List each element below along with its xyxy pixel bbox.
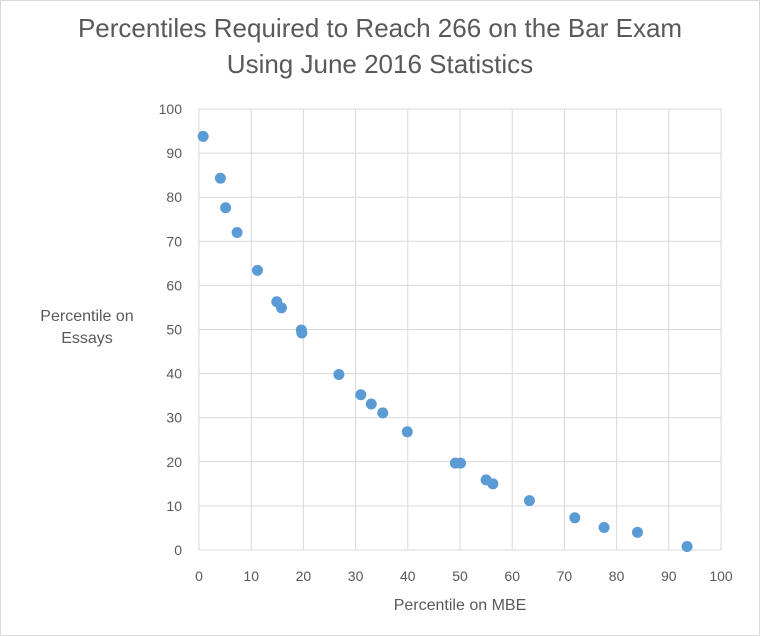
y-tick-label: 30	[166, 410, 182, 426]
y-tick-label: 70	[166, 233, 182, 249]
data-point	[681, 540, 693, 552]
x-tick-label: 70	[557, 568, 573, 584]
data-point	[231, 226, 243, 238]
y-tick-label: 100	[159, 101, 183, 117]
data-point	[214, 172, 226, 184]
x-tick-label: 10	[243, 568, 259, 584]
x-tick-label: 60	[504, 568, 520, 584]
data-point	[251, 264, 263, 276]
x-axis-label: Percentile on MBE	[393, 597, 527, 614]
data-point	[523, 495, 535, 507]
x-tick-label: 90	[661, 568, 677, 584]
y-tick-label: 90	[166, 145, 182, 161]
chart-title: Percentiles Required to Reach 266 on the…	[77, 13, 683, 79]
data-point	[220, 202, 232, 214]
y-tick-label: 80	[166, 189, 182, 205]
data-point	[631, 526, 643, 538]
x-tick-label: 40	[400, 568, 416, 584]
x-tick-label: 50	[452, 568, 468, 584]
x-tick-label: 0	[195, 568, 203, 584]
y-tick-label: 10	[166, 498, 182, 514]
data-point	[333, 368, 345, 380]
data-point	[377, 407, 389, 419]
x-tick-label: 30	[348, 568, 364, 584]
data-point	[275, 302, 287, 314]
y-tick-label: 0	[174, 542, 182, 558]
x-tick-label: 80	[609, 568, 625, 584]
data-point	[569, 512, 581, 524]
data-point	[197, 130, 209, 142]
y-tick-label: 20	[166, 454, 182, 470]
y-tick-label: 60	[166, 277, 182, 293]
data-point	[296, 327, 308, 339]
data-point	[455, 457, 467, 469]
y-tick-label: 40	[166, 366, 182, 382]
y-axis-label: Percentile on Essays	[40, 308, 134, 347]
x-tick-label: 100	[709, 568, 733, 584]
data-point	[355, 389, 367, 401]
y-tick-label: 50	[166, 322, 182, 338]
data-point	[598, 522, 610, 534]
data-point	[365, 398, 377, 410]
x-tick-label: 20	[296, 568, 312, 584]
data-point	[487, 478, 499, 490]
data-point	[401, 426, 413, 438]
